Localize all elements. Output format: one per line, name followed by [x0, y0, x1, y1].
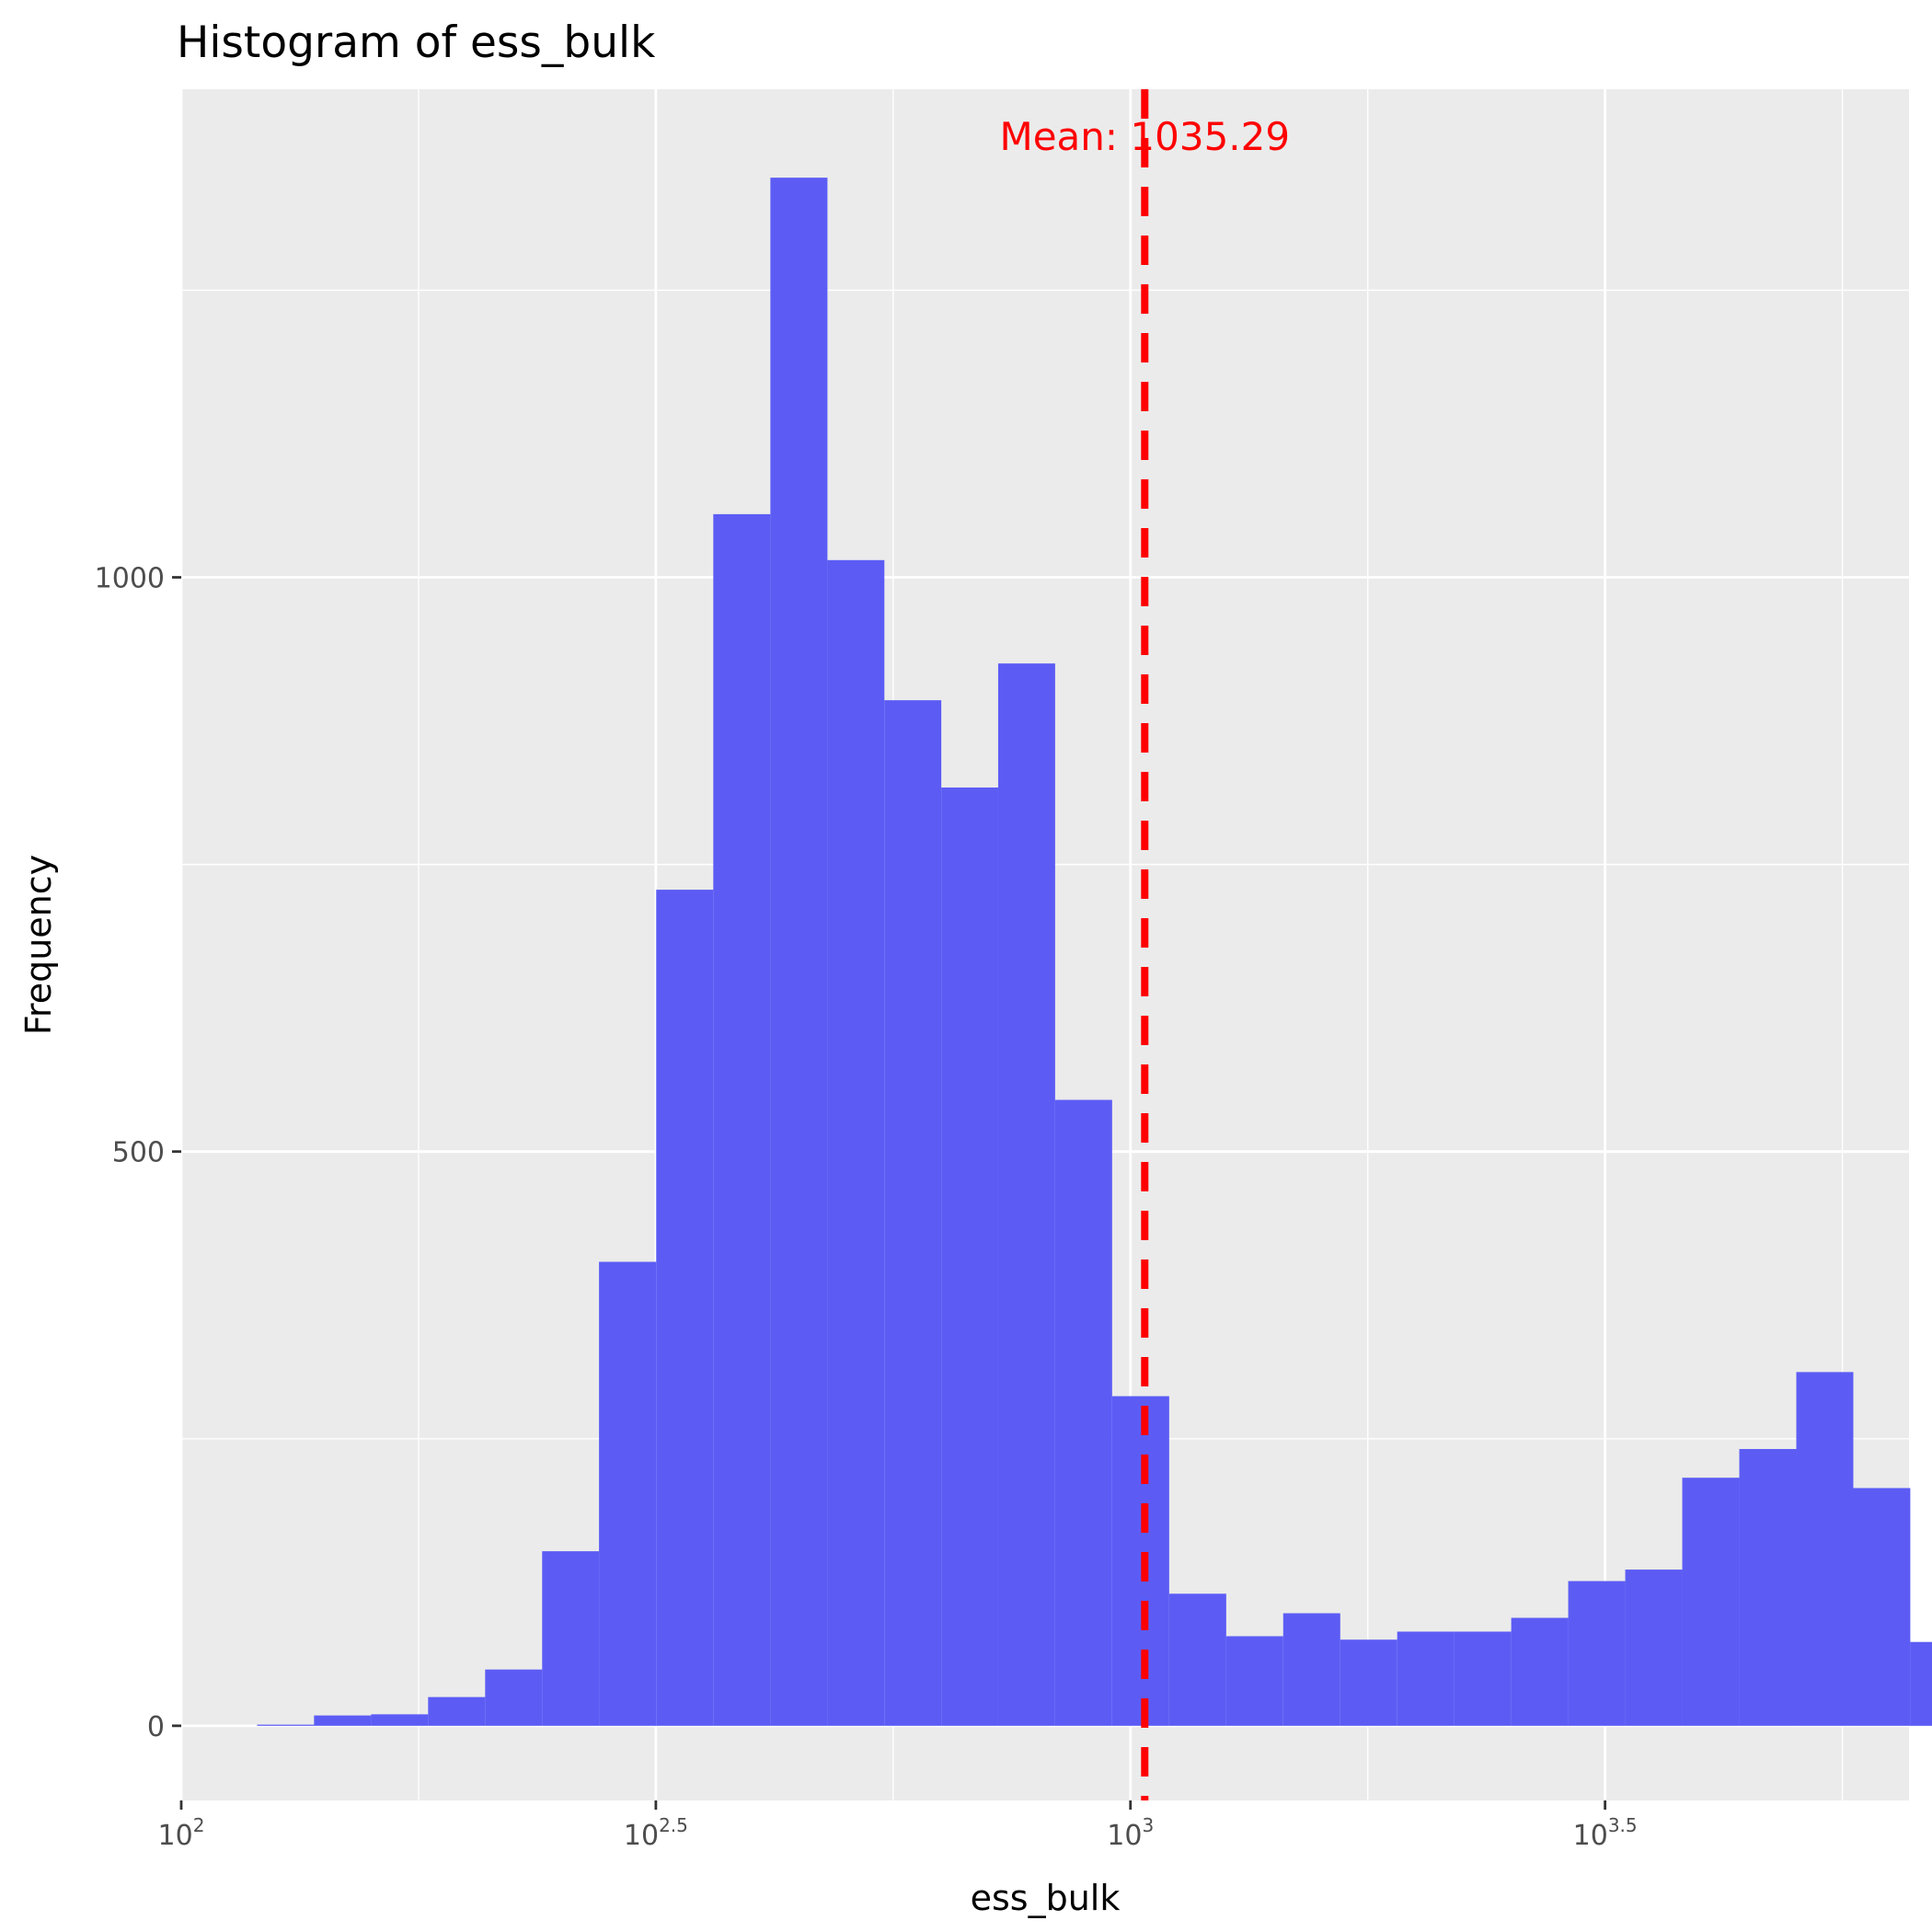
- histogram-bar: [884, 700, 942, 1726]
- histogram-bar: [997, 663, 1055, 1726]
- histogram-bar: [941, 787, 998, 1726]
- y-axis-label: Frequency: [18, 855, 59, 1035]
- histogram-bar: [1511, 1617, 1569, 1726]
- histogram-bar: [314, 1715, 372, 1726]
- x-tick-label: 102: [158, 1814, 205, 1852]
- histogram-bar: [1454, 1631, 1512, 1726]
- histogram-bar: [713, 513, 771, 1726]
- histogram-bar: [1282, 1613, 1340, 1726]
- x-axis: 102 102.5 103 103.5: [158, 1800, 1638, 1852]
- histogram-bar: [257, 1724, 315, 1726]
- histogram-bar: [1111, 1396, 1169, 1726]
- x-axis-label: ess_bulk: [971, 1878, 1121, 1918]
- histogram-bar: [1853, 1488, 1911, 1726]
- mean-layer: Mean: 1035.29: [999, 89, 1290, 1800]
- histogram-bar: [1225, 1636, 1283, 1726]
- chart-title: Histogram of ess_bulk: [177, 17, 656, 68]
- histogram-bar: [656, 890, 714, 1726]
- x-tick-label: 102.5: [624, 1814, 688, 1852]
- histogram-bar: [1168, 1593, 1226, 1726]
- y-axis: 0 500 1000: [95, 563, 181, 1743]
- histogram-bar: [1796, 1372, 1854, 1726]
- x-tick-label: 103: [1107, 1814, 1154, 1852]
- histogram-bars: [257, 178, 1932, 1726]
- histogram-bar: [770, 178, 828, 1726]
- x-tick-label: 103.5: [1573, 1814, 1638, 1852]
- histogram-bar: [1739, 1449, 1797, 1726]
- y-tick-label: 0: [147, 1711, 165, 1743]
- histogram-bar: [371, 1714, 429, 1726]
- histogram-bar: [1397, 1631, 1455, 1726]
- histogram-bar: [542, 1551, 600, 1726]
- histogram-bar: [1682, 1478, 1740, 1726]
- histogram-bar: [485, 1669, 543, 1726]
- histogram-bar: [1054, 1099, 1112, 1726]
- histogram-bar: [1340, 1639, 1397, 1726]
- histogram-bar: [1625, 1570, 1683, 1726]
- histogram-bar: [599, 1261, 657, 1726]
- histogram-bar: [1568, 1581, 1626, 1726]
- mean-label: Mean: 1035.29: [999, 114, 1290, 159]
- histogram-bar: [827, 559, 885, 1726]
- histogram-bar: [428, 1696, 486, 1726]
- y-tick-label: 1000: [95, 563, 165, 595]
- y-tick-label: 500: [112, 1137, 165, 1169]
- histogram-bar: [1910, 1641, 1932, 1726]
